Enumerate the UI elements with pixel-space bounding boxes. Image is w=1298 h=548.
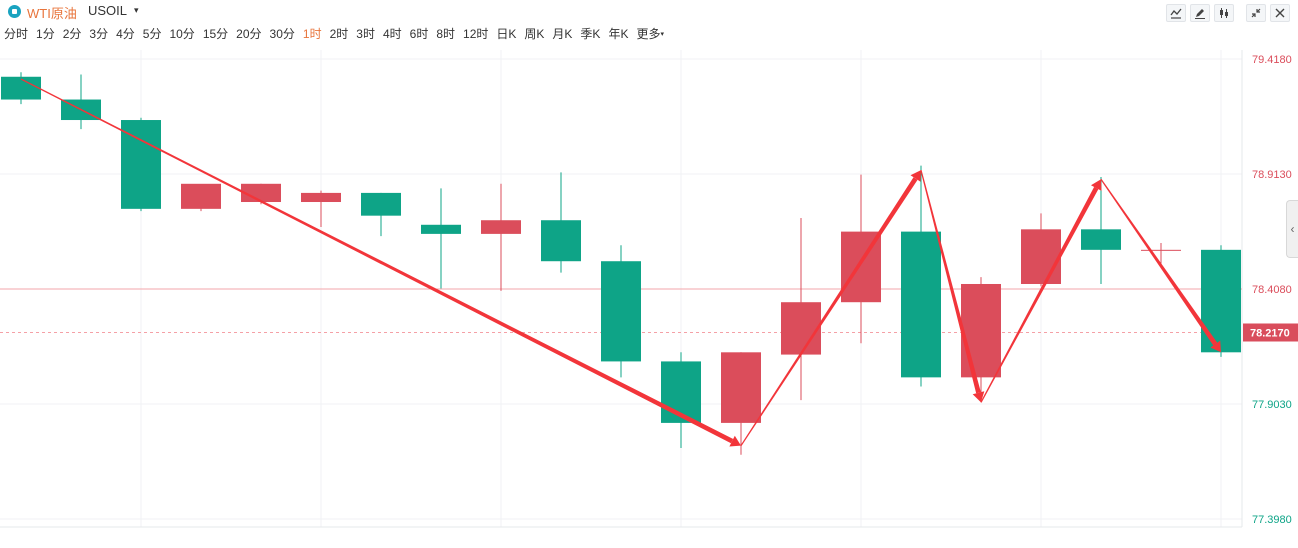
close-button[interactable]: [1270, 4, 1290, 22]
candle-body-7: [421, 224, 461, 234]
candle-body-13: [781, 302, 821, 355]
symbol-dropdown-caret[interactable]: ▾: [134, 5, 139, 15]
candle-body-17: [1021, 229, 1061, 284]
draw-tool-button[interactable]: [1190, 4, 1210, 22]
y-tick-label-0: 79.4180: [1252, 54, 1292, 66]
current-price-label: 78.2170: [1250, 327, 1290, 339]
period-0[interactable]: 分时: [4, 27, 29, 41]
period-13[interactable]: 4时: [382, 27, 402, 41]
trend-arrow-head-0: [729, 435, 741, 447]
period-1[interactable]: 1分: [36, 27, 55, 41]
fullscreen-button[interactable]: [1246, 4, 1266, 22]
period-9[interactable]: 30分: [269, 27, 295, 41]
candle-body-5: [301, 192, 341, 203]
candle-body-18: [1081, 229, 1121, 250]
close-icon: [1275, 8, 1285, 18]
candle-body-3: [181, 183, 221, 209]
y-tick-label-1: 78.9130: [1252, 169, 1292, 181]
period-2[interactable]: 2分: [62, 27, 82, 41]
draw-tool-icon: [1195, 9, 1205, 19]
period-19[interactable]: 月K: [552, 27, 573, 41]
period-21[interactable]: 年K: [608, 27, 629, 41]
candle-body-12: [721, 352, 761, 423]
candle-body-15: [901, 231, 941, 378]
trend-arrow-head-4: [1210, 340, 1221, 353]
indicator-tool-icon: [1170, 8, 1182, 19]
candle-body-10: [601, 261, 641, 362]
period-3[interactable]: 3分: [89, 27, 109, 41]
symbol-name[interactable]: WTI原油: [27, 6, 77, 21]
candle-body-20: [1201, 249, 1241, 353]
candle-body-2: [121, 120, 161, 209]
y-tick-label-4: 77.3980: [1252, 514, 1292, 526]
chart-toolbar: [1162, 4, 1290, 22]
period-14[interactable]: 6时: [409, 27, 429, 41]
current-price-label-bg: [1243, 323, 1298, 342]
trend-arrow-head-2: [972, 391, 985, 403]
candle-body-9: [541, 220, 581, 262]
period-8[interactable]: 20分: [236, 27, 262, 41]
trend-arrow-shaft-2: [920, 169, 981, 394]
side-panel-toggle[interactable]: ‹: [1286, 200, 1298, 258]
period-15[interactable]: 8时: [436, 27, 456, 41]
period-11[interactable]: 2时: [329, 27, 349, 41]
trend-arrow-shaft-0: [20, 78, 734, 444]
symbol-icon: [8, 5, 21, 18]
period-22[interactable]: 更多▾: [636, 27, 664, 41]
period-5[interactable]: 5分: [142, 27, 162, 41]
candle-body-16: [961, 283, 1001, 378]
period-7[interactable]: 15分: [202, 27, 229, 41]
trend-arrow-shaft-1: [740, 177, 918, 447]
y-tick-label-2: 78.4080: [1252, 284, 1292, 296]
period-16[interactable]: 12时: [463, 27, 489, 41]
trend-arrow-shaft-4: [1100, 178, 1218, 346]
chevron-left-icon: ‹: [1290, 222, 1295, 236]
period-17[interactable]: 日K: [496, 27, 517, 41]
trend-arrow-head-3: [1090, 179, 1102, 191]
more-caret-icon: ▾: [660, 30, 664, 38]
period-10[interactable]: 1时: [302, 27, 322, 41]
period-6[interactable]: 10分: [169, 27, 195, 41]
candle-style-icon: [1220, 8, 1228, 18]
period-4[interactable]: 4分: [116, 27, 135, 41]
chart-header: WTI原油 USOIL ▾: [0, 0, 1298, 22]
fullscreen-icon: [1251, 8, 1261, 18]
symbol-code[interactable]: USOIL: [88, 3, 128, 18]
candle-body-8: [481, 220, 521, 234]
trend-arrow-head-1: [910, 170, 921, 182]
period-18[interactable]: 周K: [524, 27, 545, 41]
indicator-tool-button[interactable]: [1166, 4, 1186, 22]
candle-body-6: [361, 192, 401, 216]
candle-body-19: [1141, 249, 1181, 251]
y-tick-label-3: 77.9030: [1252, 399, 1292, 411]
candle-body-0: [1, 76, 41, 100]
candle-style-button[interactable]: [1214, 4, 1234, 22]
period-12[interactable]: 3时: [356, 27, 375, 41]
trend-arrow-shaft-3: [980, 186, 1099, 403]
period-selector: 分时 1分 2分 3分 4分 5分 10分 15分 20分 30分 1时 2时 3时 4时 6时 8时 12时日…: [0, 26, 668, 44]
period-20[interactable]: 季K: [580, 27, 601, 41]
